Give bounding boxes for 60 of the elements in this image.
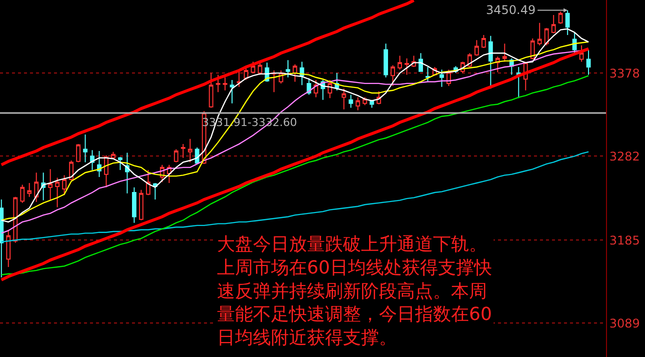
candlestick (118, 156, 122, 171)
y-tick-label: 3378 (609, 66, 640, 80)
y-tick-label: 3185 (609, 233, 640, 248)
y-tick-label: 3282 (609, 149, 640, 164)
candlestick (390, 64, 396, 87)
candlestick (551, 14, 556, 34)
candlestick (20, 184, 25, 204)
candlestick (404, 58, 410, 76)
candlestick (6, 229, 11, 268)
annotation: 大盘今日放量跌破上升通道下轨。上周市场在60日均线处获得支撑快速反弹并持续刷新阶段高点。本周量能不足快速调整，今日指数在60日均线附近获得支撑。 (217, 234, 492, 349)
candlestick (272, 70, 276, 93)
candlestick (356, 96, 360, 111)
candlestick (502, 43, 507, 62)
candlestick (348, 94, 354, 108)
candlestick (125, 152, 130, 194)
candlestick (300, 61, 304, 86)
candlestick (236, 70, 242, 88)
candlestick (69, 160, 74, 181)
candlestick (27, 182, 32, 198)
candlestick (286, 60, 290, 78)
candlestick (216, 74, 220, 93)
candlestick (398, 55, 402, 70)
candlestick (48, 168, 53, 201)
candlestick (138, 189, 144, 221)
candlestick (572, 32, 577, 54)
annotation: 3450.49 (486, 3, 536, 17)
candlestick (97, 150, 102, 178)
candlestick (76, 144, 80, 163)
candlestick (208, 72, 214, 108)
candlestick (132, 186, 136, 224)
candlestick (146, 170, 150, 196)
line-series (0, 0, 416, 166)
candlestick (537, 22, 542, 46)
candlestick (586, 49, 591, 76)
candlestick (188, 138, 192, 163)
candlestick (342, 88, 346, 110)
candlestick (230, 79, 234, 104)
candlestick (558, 11, 563, 24)
candlestick (244, 67, 248, 80)
candlestick (544, 28, 549, 46)
candlestick (180, 144, 186, 158)
candlestick (579, 44, 584, 62)
candlestick (0, 198, 4, 278)
candlestick (111, 151, 116, 160)
candlestick (55, 177, 60, 208)
candlestick (481, 34, 486, 48)
candlestick (384, 43, 388, 78)
candlestick (152, 182, 158, 200)
candlestick (174, 148, 178, 163)
candlestick (565, 10, 570, 36)
candlestick (440, 69, 444, 88)
candlestick (34, 172, 39, 203)
candlestick (62, 174, 67, 196)
candlestick (418, 52, 423, 72)
candlestick (530, 38, 535, 60)
y-tick-label: 3089 (609, 316, 640, 330)
candlestick (426, 66, 430, 82)
candlestick (474, 40, 479, 56)
candlestick (83, 134, 88, 163)
candlestick (222, 76, 228, 91)
